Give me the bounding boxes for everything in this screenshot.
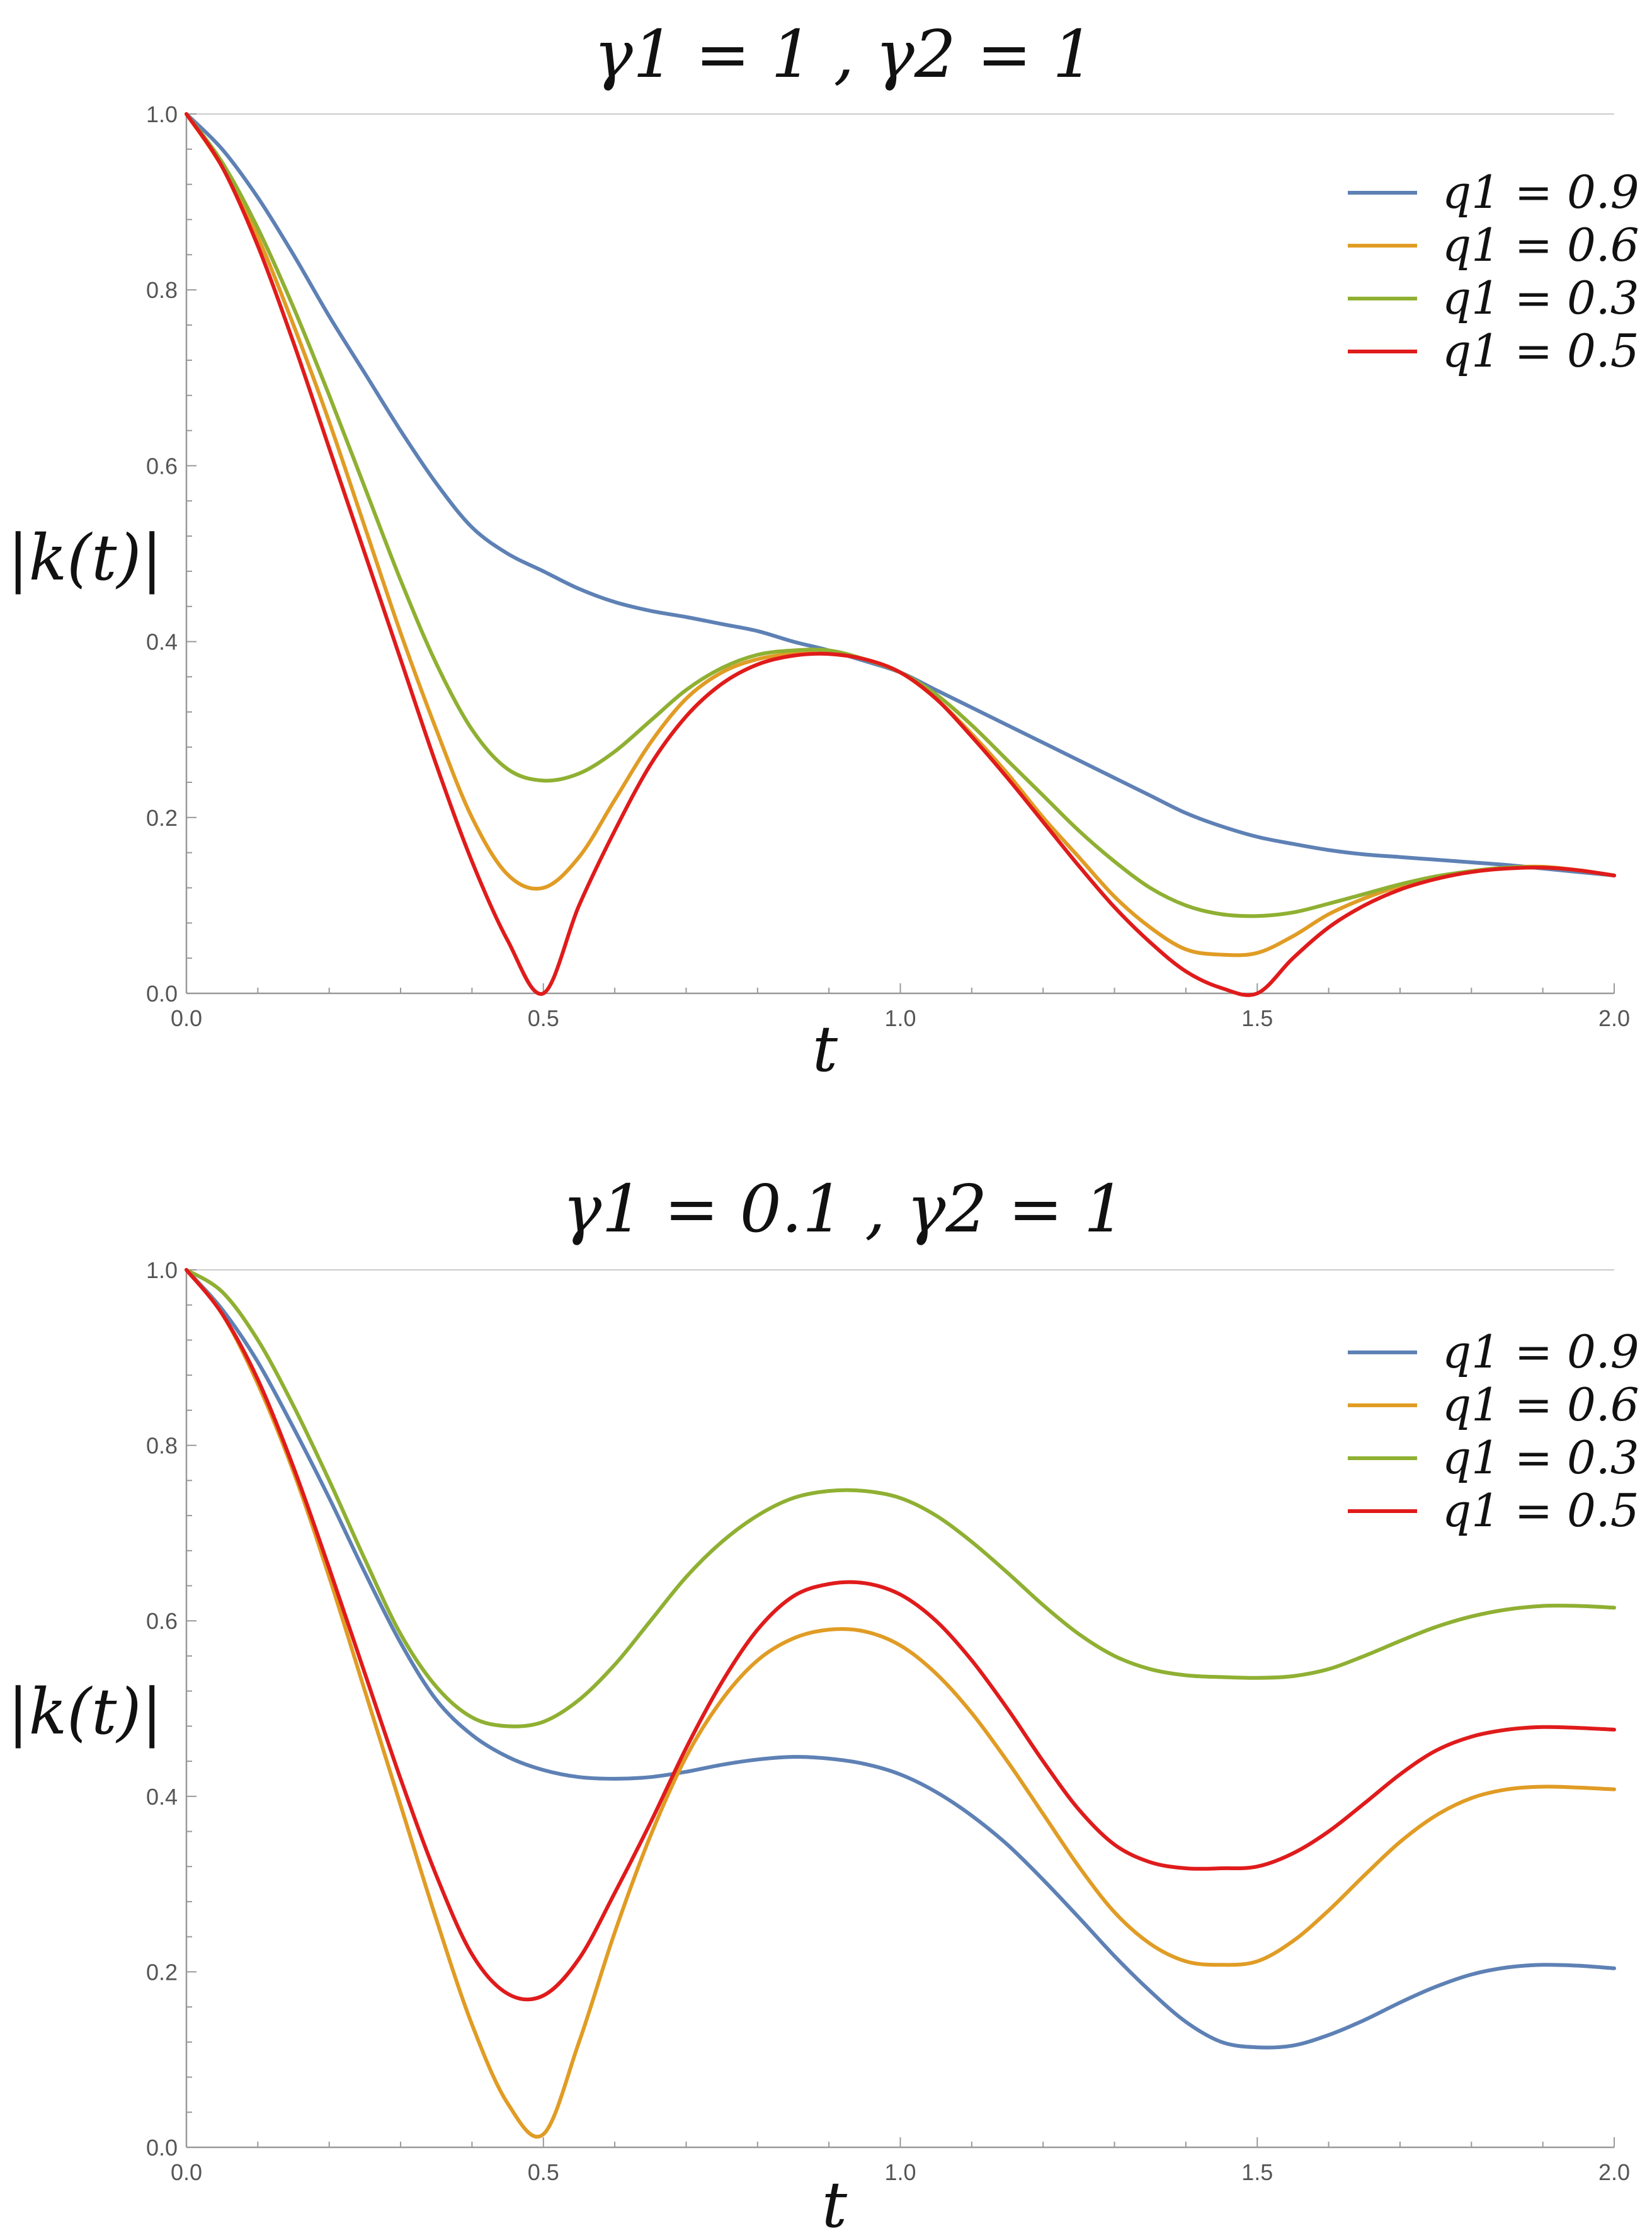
x-tick-label: 1.5 — [1241, 2159, 1273, 2185]
x-tick-label: 2.0 — [1598, 2159, 1630, 2185]
series-line — [185, 1268, 1616, 1728]
legend-label: q1 = 0.6 — [1442, 219, 1639, 271]
legend-label: q1 = 0.5 — [1442, 324, 1639, 377]
x-tick-label: 0.0 — [171, 2159, 202, 2185]
x-axis-label: t — [822, 2168, 848, 2233]
chart-top: γ1 = 1 , γ2 = 1 |k(t)| t 0.0 0.5 1.0 1.5 2.0… — [8, 16, 1639, 1086]
series-line — [185, 1268, 1616, 2050]
y-axis-label: |k(t)| — [8, 521, 162, 595]
x-tick-label: 0.5 — [528, 2159, 559, 2185]
y-tick-label: 0.2 — [146, 1959, 178, 1985]
x-tick-label: 1.0 — [884, 1005, 916, 1031]
legend-label: q1 = 0.9 — [1442, 1325, 1639, 1378]
series-line — [185, 112, 1616, 957]
series-line — [185, 112, 1616, 877]
y-tick-label: 0.4 — [146, 1784, 178, 1810]
chart-bottom: γ1 = 0.1 , γ2 = 1 |k(t)| t 0.0 0.5 1.0 1.5 2… — [8, 1170, 1639, 2233]
legend: q1 = 0.9q1 = 0.6q1 = 0.3q1 = 0.5 — [1348, 166, 1639, 377]
y-tick-label: 0.8 — [146, 277, 178, 303]
y-tick-label: 0.2 — [146, 805, 178, 831]
legend-label: q1 = 0.9 — [1442, 166, 1639, 219]
chart-title: γ1 = 0.1 , γ2 = 1 — [562, 1170, 1125, 1247]
legend-label: q1 = 0.3 — [1442, 1431, 1639, 1484]
series-line — [185, 1268, 1616, 2002]
y-tick-label: 0.6 — [146, 453, 178, 479]
series-line — [185, 112, 1616, 918]
y-axis-label: |k(t)| — [8, 1675, 162, 1749]
y-tick-label: 0.0 — [146, 2135, 178, 2161]
y-tick-label: 0.6 — [146, 1608, 178, 1634]
x-axis-label: t — [812, 1012, 838, 1086]
x-tick-label: 1.5 — [1241, 1005, 1273, 1031]
legend-label: q1 = 0.3 — [1442, 271, 1639, 324]
legend-label: q1 = 0.6 — [1442, 1378, 1639, 1431]
chart-title: γ1 = 1 , γ2 = 1 — [594, 16, 1095, 93]
legend: q1 = 0.9q1 = 0.6q1 = 0.3q1 = 0.5 — [1348, 1325, 1639, 1537]
y-tick-label: 0.8 — [146, 1433, 178, 1459]
y-tick-label: 0.0 — [146, 981, 178, 1007]
y-tick-label: 0.4 — [146, 629, 178, 655]
y-tick-label: 1.0 — [146, 101, 178, 127]
x-tick-label: 0.0 — [171, 1005, 202, 1031]
x-tick-label: 2.0 — [1598, 1005, 1630, 1031]
x-tick-label: 1.0 — [884, 2159, 916, 2185]
y-tick-label: 1.0 — [146, 1257, 178, 1283]
series-line — [185, 1268, 1616, 2139]
x-tick-label: 0.5 — [528, 1005, 559, 1031]
legend-label: q1 = 0.5 — [1442, 1484, 1639, 1537]
series-line — [185, 112, 1616, 997]
